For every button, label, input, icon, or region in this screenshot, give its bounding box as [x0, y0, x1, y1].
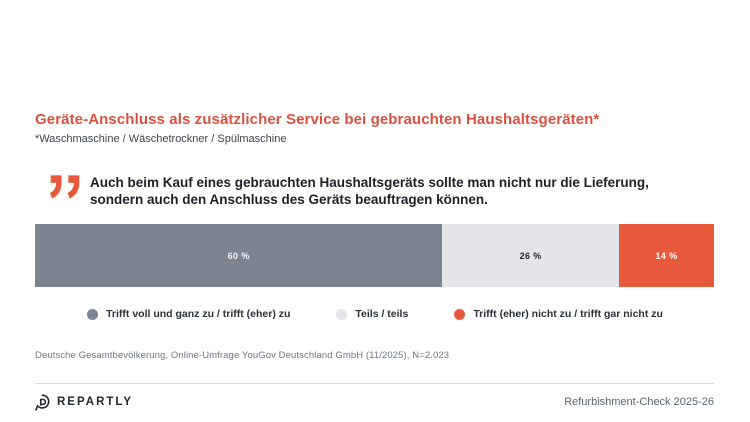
- brand-name: REPARTLY: [57, 396, 134, 408]
- legend-item-disagree: Trifft (eher) nicht zu / trifft gar nich…: [454, 308, 663, 320]
- legend-dot-icon: [454, 308, 466, 320]
- chart-subtitle: *Waschmaschine / Wäschetrockner / Spülma…: [35, 133, 287, 145]
- quote-line-1: Auch beim Kauf eines gebrauchten Haushal…: [90, 175, 649, 190]
- bar-segment-neutral: 26 %: [442, 224, 619, 287]
- bar-segment-value: 26 %: [519, 250, 542, 261]
- stacked-bar: 60 % 26 % 14 %: [35, 224, 714, 287]
- footer: REPARTLY Refurbishment-Check 2025-26: [35, 390, 714, 414]
- brand-logo: REPARTLY: [35, 393, 134, 411]
- legend-dot-icon: [87, 308, 99, 320]
- legend-dot-icon: [336, 308, 348, 320]
- legend: Trifft voll und ganz zu / trifft (eher) …: [0, 308, 750, 320]
- quote-text: Auch beim Kauf eines gebrauchten Haushal…: [90, 174, 649, 209]
- legend-item-agree: Trifft voll und ganz zu / trifft (eher) …: [87, 308, 290, 320]
- legend-item-neutral: Teils / teils: [336, 308, 408, 320]
- legend-label: Trifft (eher) nicht zu / trifft gar nich…: [473, 308, 663, 320]
- quote-icon: [50, 175, 80, 209]
- chart-title: Geräte-Anschluss als zusätzlicher Servic…: [35, 111, 600, 128]
- legend-label: Trifft voll und ganz zu / trifft (eher) …: [106, 308, 291, 320]
- report-name: Refurbishment-Check 2025-26: [564, 396, 714, 408]
- bar-segment-value: 60 %: [227, 250, 250, 261]
- chart-header: Geräte-Anschluss als zusätzlicher Servic…: [35, 111, 714, 145]
- legend-label: Teils / teils: [355, 308, 409, 320]
- quote-line-2: sondern auch den Anschluss des Geräts be…: [90, 192, 488, 208]
- quote-block: Auch beim Kauf eines gebrauchten Haushal…: [50, 174, 710, 209]
- footer-divider: [35, 383, 714, 384]
- bar-segment-agree: 60 %: [35, 224, 443, 287]
- source-note: Deutsche Gesamtbevölkerung, Online-Umfra…: [35, 350, 450, 361]
- bar-segment-disagree: 14 %: [618, 224, 714, 287]
- bar-segment-value: 14 %: [655, 250, 678, 261]
- repartly-logo-icon: [35, 393, 50, 411]
